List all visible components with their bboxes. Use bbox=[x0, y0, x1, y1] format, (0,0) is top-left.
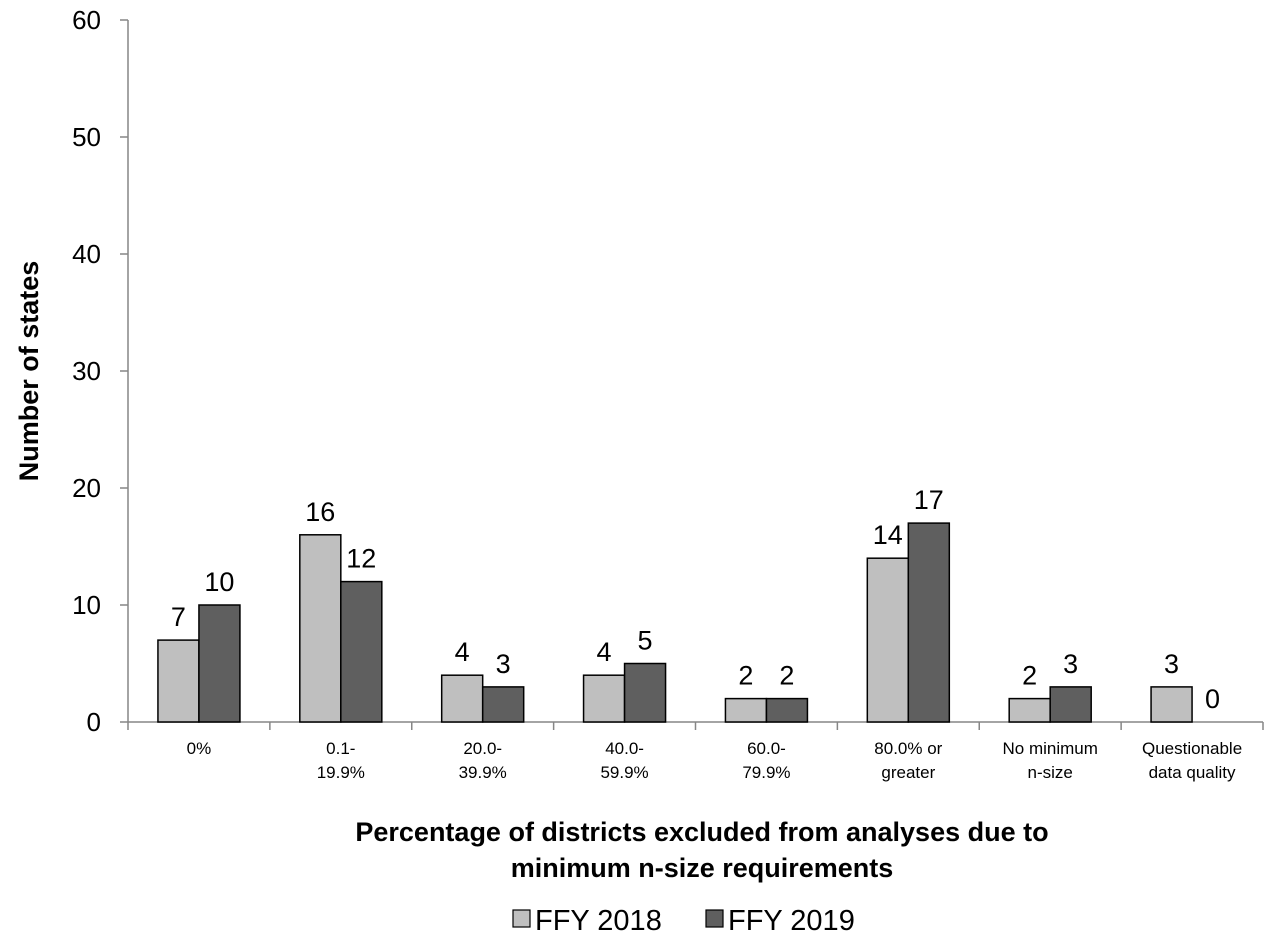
category-label: 39.9% bbox=[459, 763, 507, 782]
bar-ffy2019 bbox=[907, 522, 951, 723]
bar-ffy2018 bbox=[440, 674, 484, 723]
data-label: 16 bbox=[305, 497, 335, 527]
data-label: 0 bbox=[1205, 684, 1220, 714]
bar-ffy2019 bbox=[1049, 686, 1092, 723]
bars bbox=[157, 522, 1193, 723]
data-label: 3 bbox=[496, 649, 511, 679]
y-tick-label: 60 bbox=[72, 5, 101, 35]
category-label: 80.0% or bbox=[874, 739, 942, 758]
bar-ffy2019 bbox=[198, 604, 241, 723]
category-label: Questionable bbox=[1142, 739, 1242, 758]
data-label: 2 bbox=[1022, 661, 1037, 691]
data-label: 14 bbox=[873, 520, 903, 550]
category-label: 0% bbox=[187, 739, 212, 758]
bar-ffy2019 bbox=[340, 580, 383, 723]
legend: FFY 2018 FFY 2019 bbox=[512, 905, 855, 937]
bar-ffy2019 bbox=[481, 686, 525, 723]
category-label: 60.0- bbox=[747, 739, 786, 758]
category-label: n-size bbox=[1028, 763, 1073, 782]
category-label: data quality bbox=[1149, 763, 1236, 782]
bar-ffy2018 bbox=[1008, 697, 1051, 723]
labels: 0% 0.1- 19.9% 20.0- 39.9% 40.0- 59.9% 60.0- 79.9… bbox=[171, 485, 1242, 782]
data-label: 4 bbox=[455, 637, 470, 667]
bar-ffy2019 bbox=[623, 662, 667, 723]
legend-label: FFY 2018 bbox=[535, 905, 662, 937]
x-axis-title: Percentage of districts excluded from an… bbox=[355, 817, 1048, 883]
category-label: 0.1- bbox=[326, 739, 355, 758]
data-label: 10 bbox=[204, 567, 234, 597]
data-label: 4 bbox=[597, 637, 612, 667]
legend-swatch bbox=[705, 909, 724, 928]
y-tick-label: 20 bbox=[72, 473, 101, 503]
y-tick-label: 40 bbox=[72, 239, 101, 269]
y-tick-label: 10 bbox=[72, 590, 101, 620]
x-axis-title-line: Percentage of districts excluded from an… bbox=[355, 817, 1048, 847]
data-label: 5 bbox=[638, 626, 653, 656]
y-tick-label: 50 bbox=[72, 122, 101, 152]
category-label: 59.9% bbox=[600, 763, 648, 782]
data-label: 2 bbox=[738, 661, 753, 691]
legend-swatch bbox=[512, 909, 531, 928]
data-label: 2 bbox=[779, 661, 794, 691]
category-label: 20.0- bbox=[463, 739, 502, 758]
data-label: 3 bbox=[1063, 649, 1078, 679]
category-label: 19.9% bbox=[317, 763, 365, 782]
data-label: 17 bbox=[914, 485, 944, 515]
y-tick-label: 30 bbox=[72, 356, 101, 386]
category-label: greater bbox=[881, 763, 935, 782]
category-label: 40.0- bbox=[605, 739, 644, 758]
bar-ffy2018 bbox=[1150, 686, 1193, 723]
y-tick-label: 0 bbox=[87, 707, 101, 737]
category-label: No minimum bbox=[1002, 739, 1097, 758]
data-label: 7 bbox=[171, 602, 186, 632]
category-label: 79.9% bbox=[742, 763, 790, 782]
bar-ffy2018 bbox=[157, 639, 200, 723]
legend-label: FFY 2019 bbox=[728, 905, 855, 937]
y-axis-title: Number of states bbox=[14, 261, 44, 482]
bar-ffy2019 bbox=[765, 697, 809, 723]
bar-ffy2018 bbox=[866, 557, 910, 723]
bar-ffy2018 bbox=[299, 534, 342, 723]
x-axis-title-line: minimum n-size requirements bbox=[511, 853, 894, 883]
data-label: 3 bbox=[1164, 649, 1179, 679]
data-label: 12 bbox=[346, 544, 376, 574]
bar-ffy2018 bbox=[724, 697, 768, 723]
bar-ffy2018 bbox=[582, 674, 626, 723]
